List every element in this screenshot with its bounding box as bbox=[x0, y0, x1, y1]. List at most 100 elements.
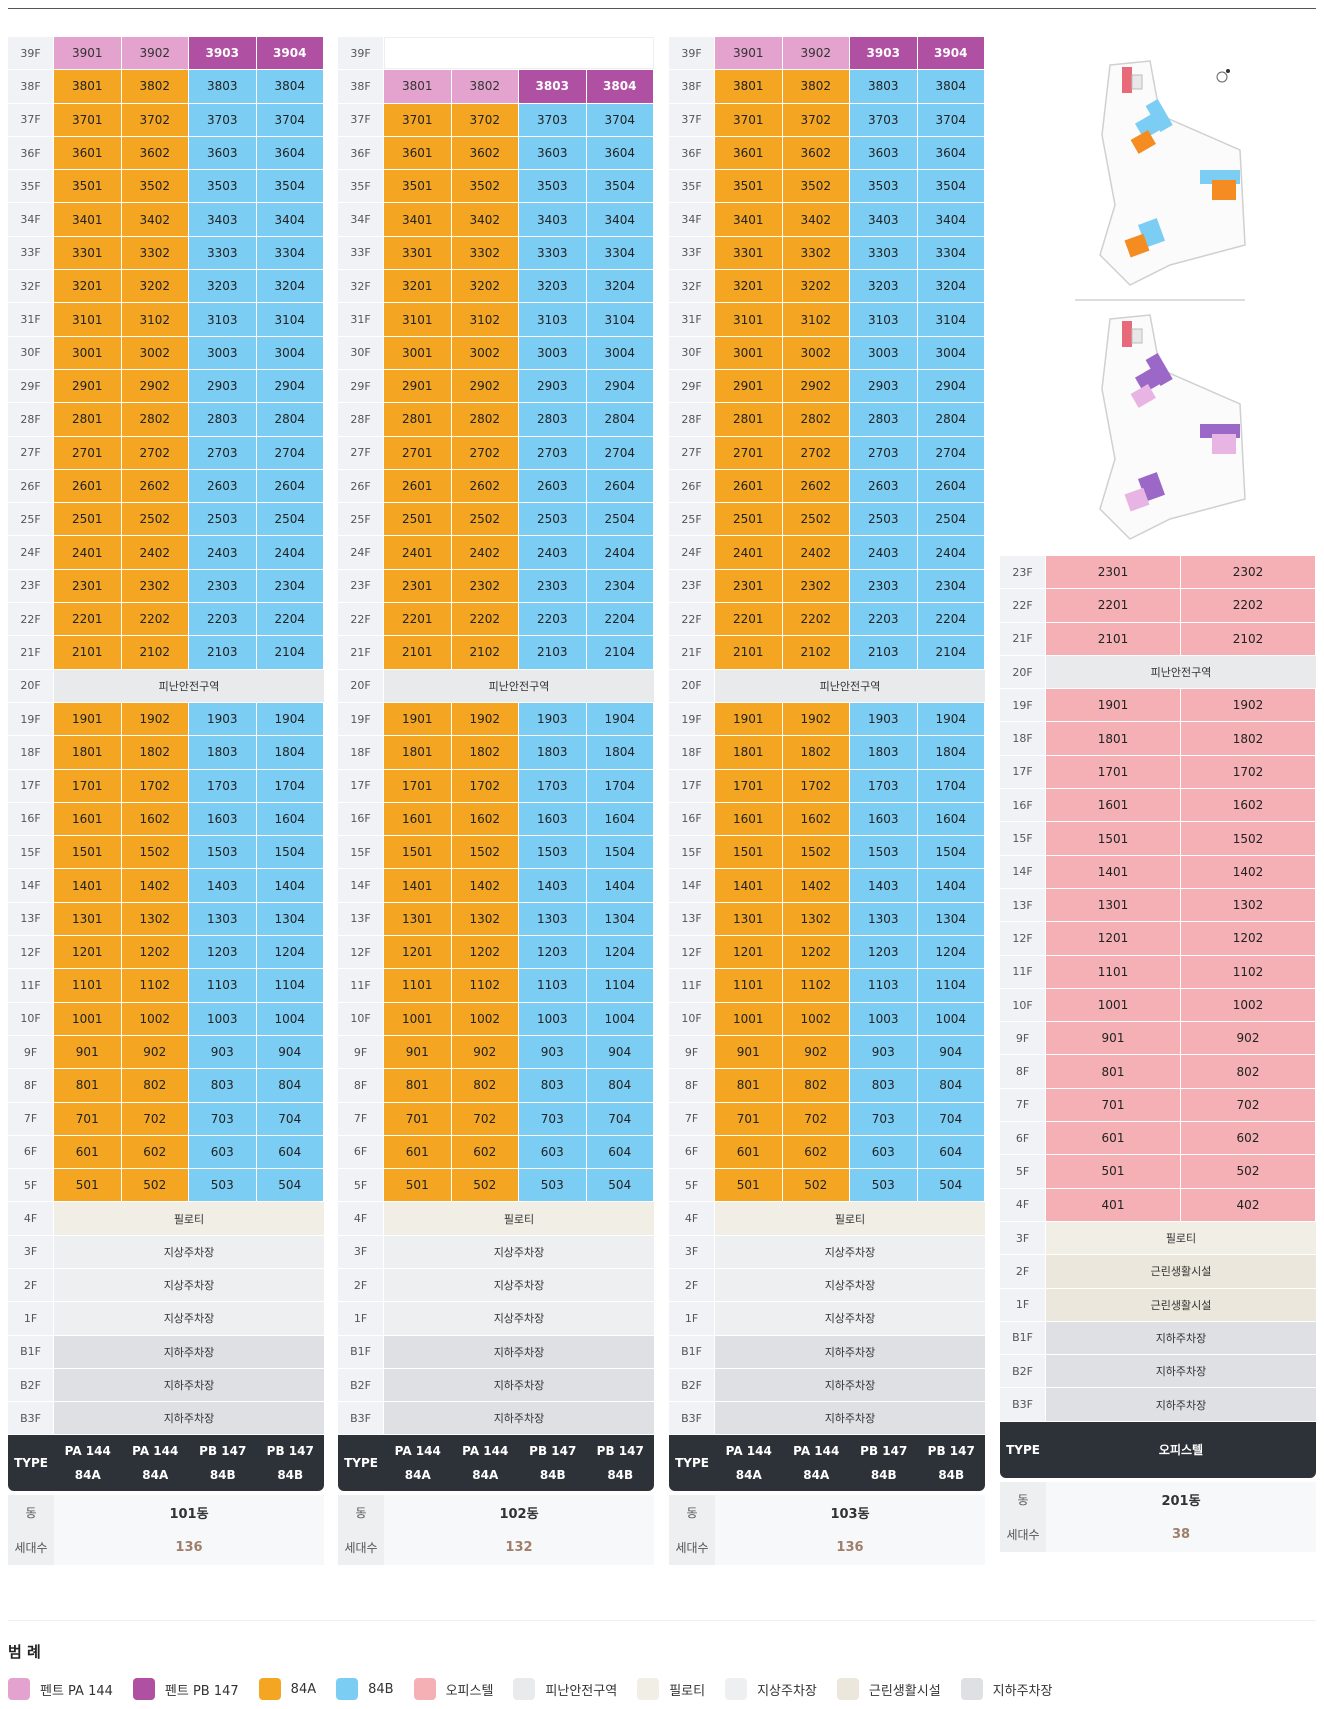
unit-cell[interactable]: 2803 bbox=[189, 403, 257, 436]
unit-cell[interactable]: 3901 bbox=[54, 37, 122, 70]
unit-cell[interactable]: 802 bbox=[782, 1069, 850, 1102]
unit-cell[interactable]: 2402 bbox=[121, 536, 189, 569]
unit-cell[interactable]: 2403 bbox=[850, 536, 918, 569]
unit-cell[interactable]: 2703 bbox=[189, 436, 257, 469]
unit-cell[interactable]: 2603 bbox=[850, 469, 918, 503]
unit-cell[interactable]: 1904 bbox=[586, 702, 654, 736]
unit-cell[interactable]: 2803 bbox=[850, 403, 918, 436]
unit-cell[interactable]: 1202 bbox=[1181, 922, 1316, 955]
unit-cell[interactable]: 1202 bbox=[782, 936, 850, 969]
unit-cell[interactable]: 1701 bbox=[715, 769, 783, 802]
unit-cell[interactable]: 3602 bbox=[782, 136, 850, 170]
unit-cell[interactable]: 1001 bbox=[54, 1002, 122, 1035]
unit-cell[interactable]: 2601 bbox=[384, 469, 452, 503]
unit-cell[interactable]: 501 bbox=[54, 1169, 122, 1202]
unit-cell[interactable]: 2302 bbox=[1181, 556, 1316, 589]
unit-cell[interactable]: 2801 bbox=[715, 403, 783, 436]
unit-cell[interactable]: 3004 bbox=[586, 336, 654, 369]
unit-cell[interactable]: 1704 bbox=[586, 769, 654, 802]
unit-cell[interactable]: 401 bbox=[1046, 1188, 1181, 1221]
unit-cell[interactable]: 2202 bbox=[121, 603, 189, 636]
unit-cell[interactable]: 3903 bbox=[850, 37, 918, 70]
unit-cell[interactable]: 3603 bbox=[519, 136, 587, 170]
unit-cell[interactable]: 2702 bbox=[451, 436, 519, 469]
unit-cell[interactable]: 2902 bbox=[451, 369, 519, 403]
unit-cell[interactable]: 3402 bbox=[782, 203, 850, 236]
unit-cell[interactable]: 3502 bbox=[121, 170, 189, 203]
unit-cell[interactable]: 1101 bbox=[54, 969, 122, 1002]
unit-cell[interactable]: 704 bbox=[586, 1102, 654, 1135]
unit-cell[interactable]: 3303 bbox=[850, 236, 918, 270]
unit-cell[interactable]: 1401 bbox=[1046, 855, 1181, 888]
unit-cell[interactable]: 2302 bbox=[121, 569, 189, 603]
unit-cell[interactable]: 2504 bbox=[917, 503, 985, 536]
unit-cell[interactable]: 1703 bbox=[850, 769, 918, 802]
unit-cell[interactable]: 2803 bbox=[519, 403, 587, 436]
unit-cell[interactable]: 1602 bbox=[782, 802, 850, 836]
unit-cell[interactable]: 3204 bbox=[917, 270, 985, 303]
unit-cell[interactable]: 1401 bbox=[384, 869, 452, 902]
unit-cell[interactable]: 2702 bbox=[782, 436, 850, 469]
unit-cell[interactable]: 1301 bbox=[54, 902, 122, 936]
unit-cell[interactable]: 3803 bbox=[189, 70, 257, 103]
unit-cell[interactable]: 2303 bbox=[189, 569, 257, 603]
unit-cell[interactable]: 2902 bbox=[782, 369, 850, 403]
unit-cell[interactable]: 3002 bbox=[451, 336, 519, 369]
unit-cell[interactable]: 1501 bbox=[54, 836, 122, 869]
unit-cell[interactable]: 2601 bbox=[715, 469, 783, 503]
unit-cell[interactable]: 702 bbox=[121, 1102, 189, 1135]
unit-cell[interactable]: 2802 bbox=[782, 403, 850, 436]
unit-cell[interactable]: 3501 bbox=[715, 170, 783, 203]
unit-cell[interactable]: 1103 bbox=[519, 969, 587, 1002]
unit-cell[interactable]: 3702 bbox=[782, 103, 850, 136]
unit-cell[interactable]: 1702 bbox=[451, 769, 519, 802]
unit-cell[interactable]: 1801 bbox=[384, 736, 452, 769]
unit-cell[interactable]: 3702 bbox=[451, 103, 519, 136]
unit-cell[interactable]: 3101 bbox=[54, 303, 122, 336]
unit-cell[interactable]: 1204 bbox=[917, 936, 985, 969]
unit-cell[interactable]: 1404 bbox=[256, 869, 324, 902]
unit-cell[interactable]: 2204 bbox=[256, 603, 324, 636]
unit-cell[interactable]: 2304 bbox=[256, 569, 324, 603]
unit-cell[interactable]: 3103 bbox=[519, 303, 587, 336]
unit-cell[interactable]: 2203 bbox=[850, 603, 918, 636]
unit-cell[interactable]: 2303 bbox=[850, 569, 918, 603]
unit-cell[interactable]: 1602 bbox=[451, 802, 519, 836]
unit-cell[interactable]: 3801 bbox=[715, 70, 783, 103]
unit-cell[interactable]: 2404 bbox=[586, 536, 654, 569]
unit-cell[interactable]: 1404 bbox=[586, 869, 654, 902]
unit-cell[interactable]: 1701 bbox=[384, 769, 452, 802]
unit-cell[interactable]: 2901 bbox=[715, 369, 783, 403]
unit-cell[interactable]: 503 bbox=[519, 1169, 587, 1202]
unit-cell[interactable]: 704 bbox=[917, 1102, 985, 1135]
unit-cell[interactable]: 1403 bbox=[189, 869, 257, 902]
unit-cell[interactable]: 2804 bbox=[586, 403, 654, 436]
unit-cell[interactable]: 801 bbox=[384, 1069, 452, 1102]
unit-cell[interactable]: 803 bbox=[850, 1069, 918, 1102]
unit-cell[interactable]: 2502 bbox=[782, 503, 850, 536]
unit-cell[interactable]: 1301 bbox=[1046, 888, 1181, 922]
unit-cell[interactable]: 3301 bbox=[384, 236, 452, 270]
unit-cell[interactable]: 2904 bbox=[586, 369, 654, 403]
unit-cell[interactable]: 2201 bbox=[384, 603, 452, 636]
unit-cell[interactable]: 2701 bbox=[54, 436, 122, 469]
unit-cell[interactable]: 601 bbox=[384, 1135, 452, 1169]
unit-cell[interactable]: 501 bbox=[715, 1169, 783, 1202]
unit-cell[interactable]: 804 bbox=[917, 1069, 985, 1102]
unit-cell[interactable]: 1402 bbox=[451, 869, 519, 902]
unit-cell[interactable]: 504 bbox=[917, 1169, 985, 1202]
unit-cell[interactable]: 3603 bbox=[189, 136, 257, 170]
unit-cell[interactable]: 3003 bbox=[189, 336, 257, 369]
unit-cell[interactable]: 1602 bbox=[121, 802, 189, 836]
unit-cell[interactable]: 1802 bbox=[451, 736, 519, 769]
unit-cell[interactable]: 1003 bbox=[519, 1002, 587, 1035]
unit-cell[interactable]: 1901 bbox=[1046, 689, 1181, 722]
unit-cell[interactable]: 3604 bbox=[917, 136, 985, 170]
unit-cell[interactable]: 1102 bbox=[1181, 955, 1316, 988]
unit-cell[interactable]: 1203 bbox=[189, 936, 257, 969]
unit-cell[interactable]: 3802 bbox=[121, 70, 189, 103]
unit-cell[interactable]: 1502 bbox=[782, 836, 850, 869]
unit-cell[interactable]: 3201 bbox=[715, 270, 783, 303]
unit-cell[interactable]: 1601 bbox=[384, 802, 452, 836]
unit-cell[interactable]: 1103 bbox=[189, 969, 257, 1002]
